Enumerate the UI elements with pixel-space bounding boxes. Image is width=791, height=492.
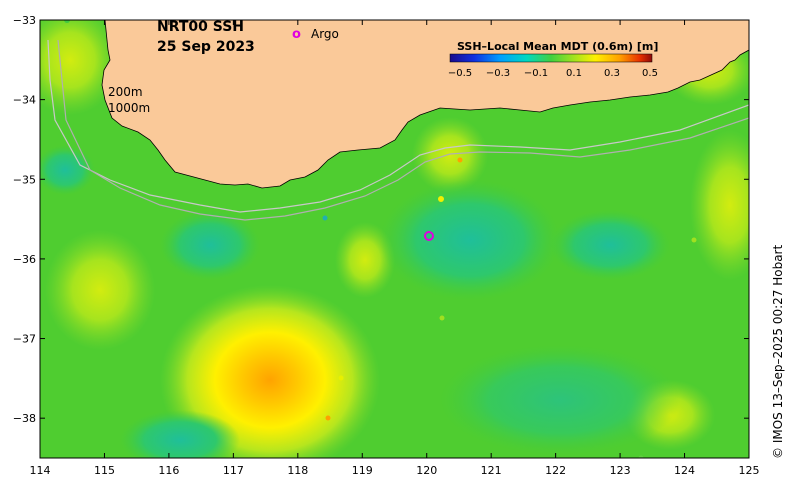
y-tick-label: −37: [13, 333, 36, 346]
field-low-southwest: [120, 410, 240, 458]
argo-float: [438, 196, 444, 202]
plot-area: [40, 20, 749, 458]
isobath-1000m: [57, 39, 749, 221]
colorbar-gradient: [449, 53, 653, 63]
x-tick-label: 122: [545, 464, 566, 477]
field-high-north-west: [40, 20, 120, 115]
argo-legend-marker: o: [292, 27, 301, 42]
colorbar-tick-label: −0.1: [524, 68, 548, 79]
argo-float: [424, 231, 434, 241]
y-tick-label: −34: [13, 94, 36, 107]
argo-float: [338, 375, 344, 381]
colorbar: SSH–Local Mean MDT (0.6m) [m] −0.5 −0.3 −0…: [448, 40, 659, 79]
colorbar-tick-label: 0.5: [642, 68, 658, 79]
isobath-label-1000m: 1000m: [108, 101, 150, 115]
x-tick-label: 119: [352, 464, 373, 477]
field-high-west: [45, 230, 155, 350]
x-axis: 114 115 116 117 118 119 120 121 122 123 124 125: [30, 20, 760, 477]
field-low-west: [160, 210, 260, 280]
argo-float: [457, 157, 463, 163]
y-tick-label: −38: [13, 412, 36, 425]
y-axis: −33 −34 −35 −36 −37 −38: [13, 14, 749, 425]
field-low-central: [380, 180, 560, 300]
colorbar-tick-label: −0.5: [448, 68, 472, 79]
isobath-label-200m: 200m: [108, 85, 143, 99]
x-tick-label: 114: [30, 464, 51, 477]
colorbar-tick-label: 0.1: [566, 68, 582, 79]
x-tick-label: 116: [158, 464, 179, 477]
x-tick-label: 117: [223, 464, 244, 477]
credit-text: © IMOS 13–Sep–2025 00:27 Hobart: [771, 245, 785, 459]
argo-float: [64, 20, 70, 23]
x-tick-label: 121: [481, 464, 502, 477]
field-high-south: [160, 285, 380, 458]
argo-float: [439, 315, 445, 321]
field-high-offshore: [412, 117, 488, 193]
colorbar-title: SSH–Local Mean MDT (0.6m) [m]: [457, 40, 658, 53]
x-tick-label: 124: [674, 464, 695, 477]
y-tick-label: −33: [13, 14, 36, 27]
field-high-central: [335, 222, 395, 298]
field-low-south-central: [440, 345, 680, 455]
argo-float: [325, 415, 331, 421]
y-tick-label: −35: [13, 173, 36, 186]
x-tick-label: 123: [610, 464, 631, 477]
x-tick-label: 115: [94, 464, 115, 477]
ssh-field-features: [40, 20, 749, 458]
colorbar-tick-label: −0.3: [486, 68, 510, 79]
colorbar-ticks: −0.5 −0.3 −0.1 0.1 0.3 0.5: [448, 68, 658, 79]
plot-frame: [39, 19, 750, 459]
map-title-line2: 25 Sep 2023: [157, 39, 255, 55]
x-tick-label: 125: [739, 464, 760, 477]
argo-float: [322, 215, 328, 221]
isobath-200m: [47, 39, 749, 213]
field-low-east: [550, 210, 670, 280]
x-tick-label: 120: [416, 464, 437, 477]
field-high-east: [690, 130, 749, 280]
map-title-line1: NRT00 SSH: [157, 19, 244, 35]
y-tick-label: −36: [13, 253, 36, 266]
field-low-coast: [40, 145, 95, 195]
x-tick-label: 118: [287, 464, 308, 477]
argo-float: [638, 455, 644, 458]
argo-float: [691, 237, 697, 243]
argo-floats: [64, 20, 697, 458]
colorbar-tick-label: 0.3: [604, 68, 620, 79]
argo-legend-label: Argo: [311, 27, 339, 41]
